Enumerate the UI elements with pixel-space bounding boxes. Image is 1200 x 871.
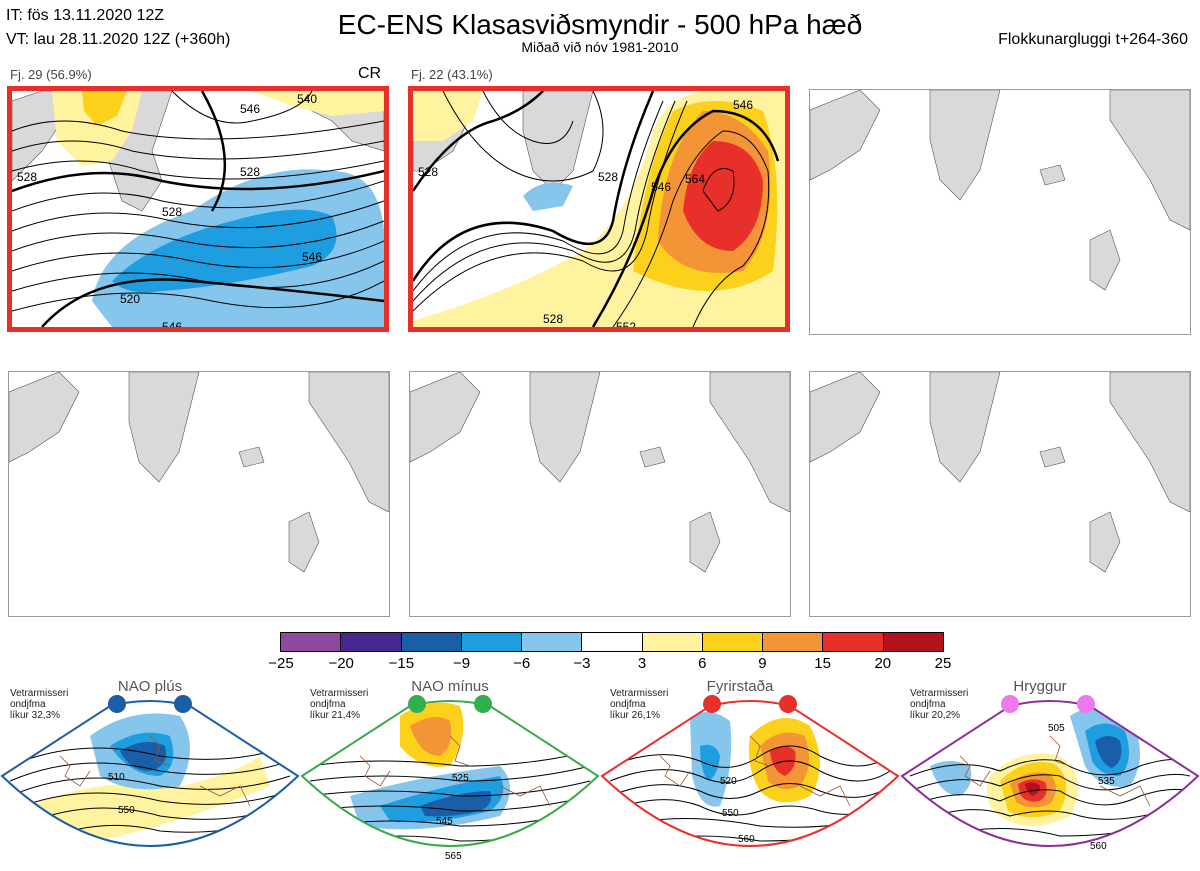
page-subtitle: Miðað við nóv 1981-2010 [521,39,679,55]
regime-info: Vetrarmisseri ondjfma líkur 32,3% [10,688,69,721]
cluster-1-label: Fj. 29 (56.9%) [10,67,92,82]
classification-window-label: Flokkunargluggi t+264-360 [998,31,1188,48]
contour-label: 528 [418,165,438,179]
cluster-2-label: Fj. 22 (43.1%) [411,67,493,82]
colorbar-swatch [522,633,583,651]
colorbar-tick-label: 6 [698,655,707,672]
cluster-3-map [809,89,1191,335]
contour-label: 546 [651,180,671,194]
contour-label: 550 [722,808,739,819]
contour-label: 546 [240,102,260,116]
initial-time: IT: fös 13.11.2020 12Z [6,7,165,24]
regime-ridge: 505 535 560 Hryggur Vetrarmisseri ondjfma… [900,676,1200,871]
colorbar-tick-label: −9 [452,655,471,672]
contour-label: 528 [598,170,618,184]
colorbar-tick-label: −15 [388,655,415,672]
contour-label: 528 [543,312,563,326]
contour-label: 546 [302,250,322,264]
cluster-5-map [409,371,791,617]
contour-label: 528 [240,165,260,179]
contour-label: 565 [445,851,462,862]
contour-label: 525 [452,773,469,784]
contour-label: 550 [118,805,135,816]
contour-label: 535 [1098,776,1115,787]
contour-label: 546 [733,98,753,112]
colorbar-swatch [823,633,884,651]
regime-info: Vetrarmisseri ondjfma líkur 21,4% [310,688,369,721]
regime-title: Hryggur [1013,678,1067,695]
colorbar-tick-label: 25 [934,655,952,672]
page-title: EC-ENS Klasasviðsmyndir - 500 hPa hæð [337,9,863,40]
contour-label: 520 [120,292,140,306]
regime-info: Vetrarmisseri ondjfma líkur 20,2% [910,688,969,721]
colorbar-tick-label: −3 [573,655,591,672]
contour-label: 545 [436,816,453,827]
colorbar-tick-label: −25 [268,655,294,672]
colorbar-tick-label: 20 [874,655,892,672]
contour-label: 520 [720,776,737,787]
colorbar-tick-label: −6 [513,655,531,672]
colorbar-swatch [883,633,943,651]
regime-title: Fyrirstaða [706,678,774,695]
colorbar-tick-label: 15 [814,655,831,672]
colorbar-swatch [461,633,523,651]
colorbar-swatch [281,633,342,651]
regime-nao-minus: 525 545 565 NAO mínus Vetrarmisseri ondjf… [300,676,600,871]
colorbar-swatch [763,633,824,651]
colorbar-swatch [582,633,643,651]
contour-label: 560 [1090,841,1107,852]
cluster-1-map[interactable]: 546 540 528 528 520 546 528 546 [7,86,389,332]
cluster-4-map [8,371,390,617]
cluster-6-map [809,371,1191,617]
anomaly-colorbar [280,632,944,652]
cluster-2-map[interactable]: 546 528 528 564 546 528 552 [408,86,790,332]
contour-label: 552 [616,320,636,327]
contour-label: 528 [162,205,182,219]
regime-title: NAO plús [117,678,183,695]
colorbar-tick-label: 3 [637,655,647,672]
colorbar-swatch [702,633,764,651]
contour-label: 505 [1048,723,1065,734]
regime-title: NAO mínus [411,678,489,695]
contour-label: 528 [17,170,37,184]
contour-label: 540 [297,92,317,106]
colorbar-swatch [642,633,703,651]
regime-blocking: 520 550 560 Fyrirstaða Vetrarmisseri ondj… [600,676,900,871]
cluster-1-tag: CR [358,65,382,82]
colorbar-swatch [401,633,462,651]
contour-label: 510 [108,772,125,783]
colorbar-tick-label: 9 [758,655,767,672]
contour-label: 560 [738,834,755,845]
colorbar-swatch [341,633,402,651]
regime-info: Vetrarmisseri ondjfma líkur 26,1% [610,688,669,721]
contour-label: 564 [685,172,705,186]
regime-nao-plus: 510 550 NAO plús Vetrarmisseri ondjfma lík… [0,676,300,871]
contour-label: 546 [162,320,182,327]
colorbar-tick-label: −20 [328,655,354,672]
valid-time: VT: lau 28.11.2020 12Z (+360h) [6,31,231,48]
